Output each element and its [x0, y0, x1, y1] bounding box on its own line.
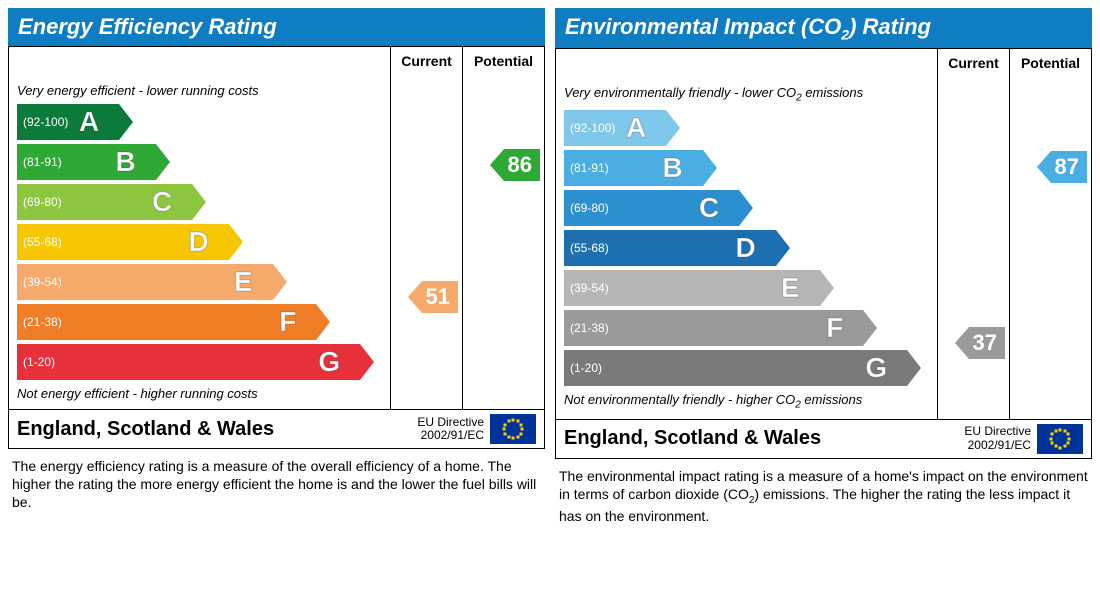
- band-letter: F: [826, 312, 843, 344]
- rating-band-d: (55-68) D: [17, 224, 229, 260]
- band-letter: D: [735, 232, 755, 264]
- top-note: Very energy efficient - lower running co…: [17, 81, 382, 100]
- band-letter: E: [781, 272, 800, 304]
- energy-rating-panel: Energy Efficiency RatingCurrentPotential…: [8, 8, 545, 525]
- eu-flag-icon: [1037, 424, 1083, 454]
- band-range: (81-91): [564, 161, 609, 175]
- band-letter: A: [626, 112, 646, 144]
- rating-grid: CurrentPotential Very environmentally fri…: [555, 48, 1092, 458]
- band-letter: E: [234, 266, 253, 298]
- band-range: (21-38): [564, 321, 609, 335]
- top-note: Very environmentally friendly - lower CO…: [564, 83, 929, 106]
- rating-band-a: (92-100) A: [17, 104, 119, 140]
- bottom-note: Not energy efficient - higher running co…: [17, 384, 382, 403]
- band-range: (55-68): [564, 241, 609, 255]
- eu-flag-icon: [490, 414, 536, 444]
- current-column: 51: [390, 75, 462, 409]
- potential-value-pointer: 86: [504, 149, 540, 181]
- rating-band-c: (69-80) C: [17, 184, 192, 220]
- band-range: (21-38): [17, 315, 62, 329]
- band-range: (92-100): [564, 121, 615, 135]
- rating-band-c: (69-80) C: [564, 190, 739, 226]
- potential-column: 86: [462, 75, 544, 409]
- rating-grid: CurrentPotential Very energy efficient - …: [8, 46, 545, 449]
- band-letter: D: [188, 226, 208, 258]
- potential-column: 87: [1009, 77, 1091, 418]
- panel-description: The energy efficiency rating is a measur…: [8, 449, 545, 512]
- column-header-current: Current: [937, 48, 1009, 77]
- band-letter: F: [279, 306, 296, 338]
- rating-band-d: (55-68) D: [564, 230, 776, 266]
- environmental-rating-panel: Environmental Impact (CO2) RatingCurrent…: [555, 8, 1092, 525]
- rating-band-g: (1-20) G: [17, 344, 360, 380]
- column-header-current: Current: [390, 46, 462, 75]
- current-column: 37: [937, 77, 1009, 418]
- band-range: (1-20): [564, 361, 602, 375]
- bands-column: Very environmentally friendly - lower CO…: [556, 77, 937, 418]
- directive-label: EU Directive2002/91/EC: [964, 425, 1031, 451]
- band-range: (55-68): [17, 235, 62, 249]
- region-label: England, Scotland & Wales: [564, 427, 821, 450]
- band-range: (92-100): [17, 115, 68, 129]
- column-header-potential: Potential: [462, 46, 544, 75]
- region-label: England, Scotland & Wales: [17, 418, 274, 441]
- rating-band-b: (81-91) B: [17, 144, 156, 180]
- band-letter: C: [699, 192, 719, 224]
- current-value-pointer: 51: [422, 281, 458, 313]
- band-letter: B: [662, 152, 682, 184]
- band-range: (69-80): [17, 195, 62, 209]
- bottom-note: Not environmentally friendly - higher CO…: [564, 390, 929, 413]
- panel-description: The environmental impact rating is a mea…: [555, 459, 1092, 525]
- footer-row: England, Scotland & Wales EU Directive200…: [556, 419, 1091, 458]
- rating-panels-container: Energy Efficiency RatingCurrentPotential…: [8, 8, 1092, 525]
- column-header-potential: Potential: [1009, 48, 1091, 77]
- rating-band-b: (81-91) B: [564, 150, 703, 186]
- footer-row: England, Scotland & Wales EU Directive200…: [9, 409, 544, 448]
- potential-value-pointer: 87: [1051, 151, 1087, 183]
- rating-band-f: (21-38) F: [564, 310, 863, 346]
- panel-title: Environmental Impact (CO2) Rating: [555, 8, 1092, 48]
- panel-title: Energy Efficiency Rating: [8, 8, 545, 46]
- band-letter: C: [152, 186, 172, 218]
- rating-band-e: (39-54) E: [564, 270, 820, 306]
- bands-column: Very energy efficient - lower running co…: [9, 75, 390, 409]
- band-range: (1-20): [17, 355, 55, 369]
- band-letter: G: [865, 352, 887, 384]
- rating-band-g: (1-20) G: [564, 350, 907, 386]
- band-range: (39-54): [564, 281, 609, 295]
- band-range: (39-54): [17, 275, 62, 289]
- rating-band-a: (92-100) A: [564, 110, 666, 146]
- band-letter: B: [115, 146, 135, 178]
- current-value-pointer: 37: [969, 327, 1005, 359]
- band-letter: G: [318, 346, 340, 378]
- rating-band-f: (21-38) F: [17, 304, 316, 340]
- band-range: (81-91): [17, 155, 62, 169]
- band-range: (69-80): [564, 201, 609, 215]
- band-letter: A: [79, 106, 99, 138]
- rating-band-e: (39-54) E: [17, 264, 273, 300]
- directive-label: EU Directive2002/91/EC: [417, 416, 484, 442]
